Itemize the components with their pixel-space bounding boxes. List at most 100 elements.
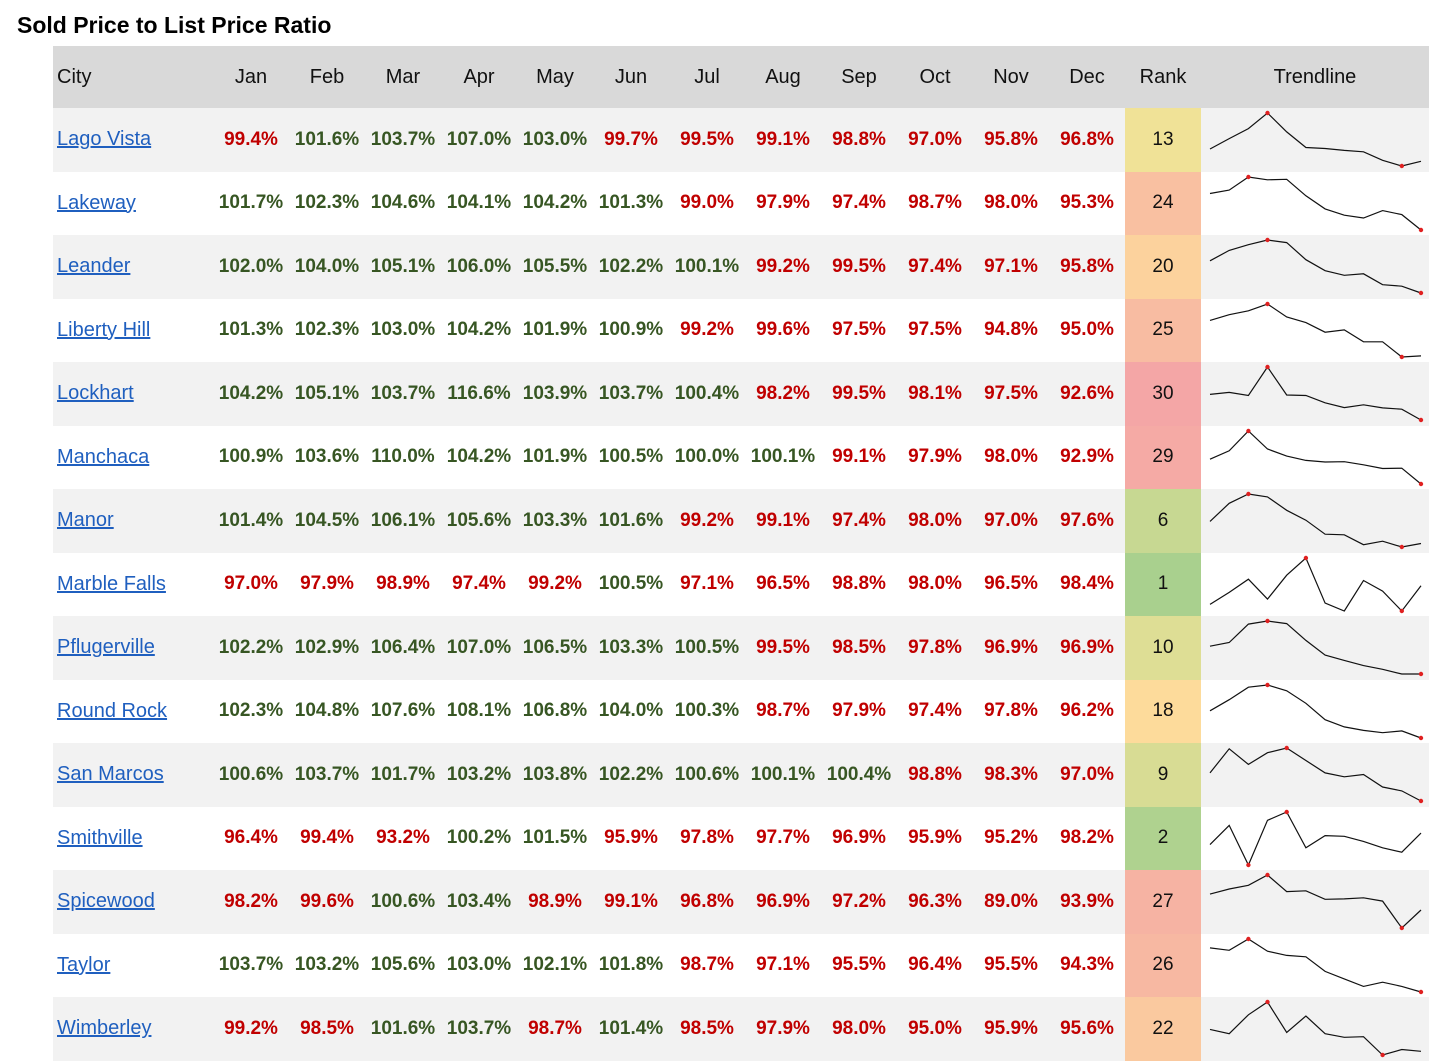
- month-value-cell: 103.2%: [294, 954, 360, 976]
- month-value-cell: 97.9%: [745, 997, 821, 1061]
- sparkline: [1209, 428, 1424, 486]
- city-cell: Round Rock: [53, 680, 213, 744]
- city-link[interactable]: Lockhart: [57, 382, 134, 405]
- month-value-cell: 98.9%: [376, 573, 430, 595]
- month-value-cell: 99.2%: [213, 997, 289, 1061]
- header-month: Aug: [745, 46, 821, 108]
- header-month: Nov: [973, 46, 1049, 108]
- month-value-cell: 99.2%: [745, 235, 821, 299]
- month-value-cell: 98.0%: [984, 192, 1038, 214]
- month-value-cell: 101.6%: [365, 997, 441, 1061]
- month-value-cell: 102.2%: [213, 616, 289, 680]
- month-value-cell: 99.7%: [593, 108, 669, 172]
- rank-cell: 13: [1125, 108, 1201, 172]
- month-value-cell: 100.1%: [750, 446, 816, 468]
- sparkline-low-marker: [1418, 227, 1424, 232]
- sparkline-high-marker: [1265, 111, 1270, 116]
- month-value-cell: 96.5%: [984, 573, 1038, 595]
- sparkline-low-marker: [1418, 799, 1424, 804]
- table-row: San Marcos 100.6% 103.7% 101.7% 103.2% 103.8%…: [53, 743, 1429, 807]
- month-value-cell: 103.0%: [370, 319, 436, 341]
- sparkline: [1209, 619, 1424, 677]
- month-value-cell: 101.3%: [218, 319, 284, 341]
- rank-cell: 1: [1125, 552, 1201, 616]
- city-link[interactable]: Spicewood: [57, 890, 155, 913]
- sparkline-series: [1209, 112, 1422, 167]
- table-row: Leander 102.0% 104.0% 105.1% 106.0% 105.5% 102…: [53, 235, 1429, 299]
- month-value-cell: 104.1%: [446, 192, 512, 214]
- month-value-cell: 100.2%: [446, 827, 512, 849]
- month-value-cell: 99.1%: [745, 108, 821, 172]
- month-value-cell: 106.8%: [522, 700, 588, 722]
- city-link[interactable]: Smithville: [57, 826, 143, 849]
- header-city: City: [53, 46, 213, 108]
- sparkline: [1209, 1000, 1422, 1058]
- city-link[interactable]: San Marcos: [57, 763, 164, 786]
- sparkline-low-marker: [1418, 291, 1424, 296]
- city-link[interactable]: Lakeway: [57, 191, 136, 214]
- city-link[interactable]: Manor: [57, 509, 114, 532]
- table-row: Lago Vista 99.4% 101.6% 103.7% 107.0% 103.0% 9…: [53, 108, 1429, 172]
- sparkline-series: [1209, 303, 1422, 358]
- sparkline-series: [1209, 747, 1422, 802]
- month-value-cell: 96.4%: [908, 954, 962, 976]
- trendline-cell: [1201, 680, 1429, 744]
- sparkline-low-marker: [1418, 735, 1424, 740]
- month-value-cell: 106.4%: [365, 616, 441, 680]
- table-row: Manor 101.4% 104.5% 106.1% 105.6% 103.3% 101.6…: [53, 489, 1429, 553]
- sparkline-series: [1209, 810, 1422, 867]
- city-link[interactable]: Leander: [57, 255, 131, 278]
- month-value-cell: 96.8%: [1049, 108, 1125, 172]
- month-value-cell: 101.9%: [522, 446, 588, 468]
- sparkline-series: [1209, 556, 1422, 612]
- rank-cell: 10: [1125, 616, 1201, 680]
- sparkline: [1209, 555, 1422, 613]
- month-value-cell: 101.7%: [218, 192, 284, 214]
- trendline-cell: [1201, 807, 1429, 871]
- city-link[interactable]: Wimberley: [57, 1017, 152, 1040]
- city-link[interactable]: Round Rock: [57, 699, 168, 722]
- month-value-cell: 96.3%: [897, 870, 973, 934]
- table-row: Manchaca 100.9% 103.6% 110.0% 104.2% 101.9% 10…: [53, 425, 1429, 490]
- month-value-cell: 98.0%: [908, 573, 962, 595]
- month-value-cell: 97.1%: [973, 235, 1049, 299]
- month-value-cell: 99.5%: [669, 108, 745, 172]
- month-value-cell: 102.2%: [593, 743, 669, 807]
- sparkline-low-marker: [1418, 418, 1424, 423]
- month-value-cell: 95.3%: [1060, 192, 1114, 214]
- month-value-cell: 105.5%: [517, 235, 593, 299]
- sparkline-low-marker: [1380, 1053, 1385, 1058]
- month-value-cell: 100.6%: [365, 870, 441, 934]
- month-value-cell: 99.6%: [289, 870, 365, 934]
- month-value-cell: 95.5%: [832, 954, 886, 976]
- city-link[interactable]: Manchaca: [57, 445, 150, 468]
- city-cell: Manchaca: [53, 426, 213, 490]
- month-value-cell: 96.9%: [832, 827, 886, 849]
- sparkline: [1209, 936, 1424, 994]
- month-value-cell: 100.6%: [213, 743, 289, 807]
- month-value-cell: 102.3%: [294, 192, 360, 214]
- month-value-cell: 95.0%: [897, 997, 973, 1061]
- month-value-cell: 97.8%: [984, 700, 1038, 722]
- city-cell: Marble Falls: [53, 553, 213, 617]
- header-month: Dec: [1049, 46, 1125, 108]
- sparkline-series: [1209, 684, 1422, 739]
- month-value-cell: 103.2%: [441, 743, 517, 807]
- month-value-cell: 95.9%: [604, 827, 658, 849]
- month-value-cell: 95.6%: [1049, 997, 1125, 1061]
- month-value-cell: 103.7%: [365, 108, 441, 172]
- month-value-cell: 99.1%: [832, 446, 886, 468]
- city-link[interactable]: Taylor: [57, 953, 111, 976]
- city-link[interactable]: Marble Falls: [57, 572, 166, 595]
- month-value-cell: 96.4%: [224, 827, 278, 849]
- month-value-cell: 101.6%: [593, 489, 669, 553]
- month-value-cell: 103.7%: [218, 954, 284, 976]
- trendline-cell: [1201, 235, 1429, 299]
- month-value-cell: 93.2%: [376, 827, 430, 849]
- city-link[interactable]: Lago Vista: [57, 128, 152, 151]
- city-link[interactable]: Pflugerville: [57, 636, 155, 659]
- month-value-cell: 97.9%: [908, 446, 962, 468]
- city-link[interactable]: Liberty Hill: [57, 318, 151, 341]
- ratio-table: City Jan Feb Mar Apr May Jun Jul Aug Sep…: [53, 46, 1429, 1061]
- trendline-cell: [1201, 870, 1429, 934]
